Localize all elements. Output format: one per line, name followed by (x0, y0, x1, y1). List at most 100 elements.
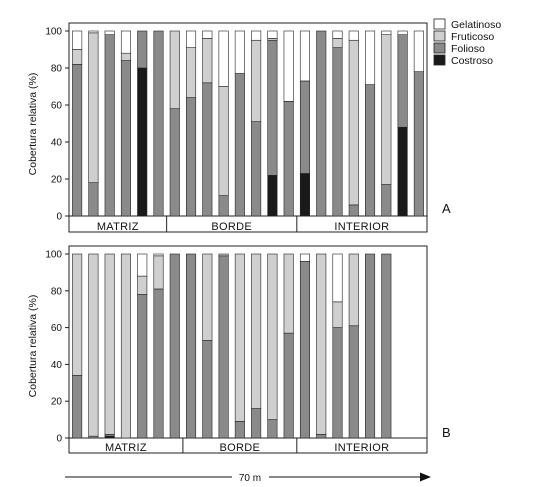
bar-9-gelatinoso (202, 30, 213, 39)
bar-1-gelatinoso (72, 30, 83, 50)
bar-21-folioso (397, 34, 408, 128)
y-tick-label-80: 80 (51, 64, 63, 75)
bar-5-folioso (137, 30, 148, 69)
bar-7-folioso (169, 108, 180, 217)
bar-1-folioso (72, 375, 83, 439)
bar-1-fruticoso (72, 253, 83, 376)
legend-swatch-costroso (433, 54, 446, 66)
plot-frame (68, 22, 428, 233)
bar-17-gelatinoso (332, 30, 343, 39)
legend: Gelatinoso Fruticoso Folioso Costroso (433, 18, 501, 67)
transect-arrowhead (420, 472, 431, 482)
bar-17-gelatinoso (332, 253, 343, 303)
panel-label: A (442, 201, 451, 216)
bar-4-fruticoso (120, 52, 131, 61)
bar-18-gelatinoso (348, 30, 359, 41)
bar-3-folioso (104, 34, 115, 217)
zone-label-matriz: MATRIZ (97, 221, 139, 233)
bar-17-fruticoso (332, 301, 343, 328)
bar-20-folioso (381, 253, 392, 439)
bar-21-gelatinoso (397, 30, 408, 36)
y-tick-label-80: 80 (51, 286, 63, 297)
bar-16-fruticoso (316, 253, 327, 435)
bar-19-folioso (365, 253, 376, 439)
bar-10-folioso (218, 195, 229, 217)
legend-label-fruticoso: Fruticoso (451, 31, 494, 43)
bar-16-folioso (316, 434, 327, 439)
bar-8-gelatinoso (186, 30, 197, 48)
plot-frame (68, 245, 428, 454)
bar-8-folioso (186, 97, 197, 217)
bar-19-folioso (365, 84, 376, 217)
bar-6-folioso (153, 30, 164, 217)
bar-12-fruticoso (251, 39, 262, 122)
legend-label-gelatinoso: Gelatinoso (451, 19, 501, 31)
bar-8-folioso (186, 253, 197, 439)
bar-9-fruticoso (202, 38, 213, 84)
bar-18-folioso (348, 325, 359, 439)
bar-14-fruticoso (283, 253, 294, 334)
bar-5-costroso (137, 67, 148, 217)
bar-11-fruticoso (234, 253, 245, 422)
panel-b-chart: 0 20 40 60 80 100 Cobertura relativa (%) MATRIZ… (27, 245, 451, 454)
zone-label-interior: INTERIOR (334, 442, 389, 454)
y-axis-label: Cobertura relativa (%) (27, 73, 39, 176)
bar-6-gelatinoso (153, 253, 164, 257)
bar-11-gelatinoso (234, 30, 245, 74)
bar-7-folioso (169, 253, 180, 439)
bar-10-folioso (218, 255, 229, 439)
bar-4-fruticoso (120, 253, 131, 439)
bar-13-fruticoso (267, 253, 278, 420)
bar-22-gelatinoso (413, 30, 424, 73)
y-axis-label: Cobertura relativa (%) (27, 295, 39, 398)
legend-label-costroso: Costroso (451, 55, 493, 67)
transect-arrow: 70 m (65, 472, 431, 484)
bar-15-folioso (299, 261, 310, 439)
bar-15-folioso (299, 80, 310, 174)
y-tick-label-60: 60 (51, 101, 63, 112)
y-tick-label-0: 0 (56, 434, 62, 445)
zone-label-interior: INTERIOR (334, 221, 389, 233)
transect-label: 70 m (239, 473, 261, 484)
bar-5-folioso (137, 294, 148, 439)
bar-3-gelatinoso (104, 30, 115, 36)
bar-15-gelatinoso (299, 30, 310, 82)
legend-swatch-folioso (433, 42, 446, 54)
bar-12-folioso (251, 121, 262, 217)
bar-9-fruticoso (202, 253, 213, 341)
bar-2-folioso (88, 182, 99, 217)
y-tick-label-20: 20 (51, 175, 63, 186)
y-tick-label-40: 40 (51, 138, 63, 149)
bar-18-fruticoso (348, 253, 359, 327)
y-tick-label-60: 60 (51, 323, 63, 334)
bar-15-gelatinoso (299, 253, 310, 262)
bar-12-gelatinoso (251, 30, 262, 41)
bar-17-fruticoso (332, 38, 343, 48)
bar-20-folioso (381, 184, 392, 217)
bar-3-fruticoso (104, 253, 115, 435)
bar-14-folioso (283, 332, 294, 439)
bar-11-folioso (234, 73, 245, 217)
zone-label-borde: BORDE (211, 221, 252, 233)
bar-14-gelatinoso (283, 30, 294, 102)
bar-20-gelatinoso (381, 30, 392, 36)
bar-9-folioso (202, 340, 213, 439)
bar-17-folioso (332, 47, 343, 217)
bar-16-folioso (316, 30, 327, 217)
bar-8-fruticoso (186, 47, 197, 98)
bar-12-folioso (251, 408, 262, 439)
bar-22-folioso (413, 71, 424, 217)
bar-2-fruticoso (88, 32, 99, 184)
y-tick-label-20: 20 (51, 397, 63, 408)
y-tick-label-0: 0 (56, 212, 62, 223)
bar-10-fruticoso (218, 253, 229, 257)
y-tick-label-100: 100 (45, 250, 62, 261)
bar-19-gelatinoso (365, 30, 376, 85)
bar-13-gelatinoso (267, 30, 278, 39)
bar-5-fruticoso (137, 275, 148, 295)
bar-2-fruticoso (88, 253, 99, 437)
legend-swatch-fruticoso (433, 30, 446, 42)
bar-10-fruticoso (218, 86, 229, 196)
legend-label-folioso: Folioso (451, 43, 485, 55)
